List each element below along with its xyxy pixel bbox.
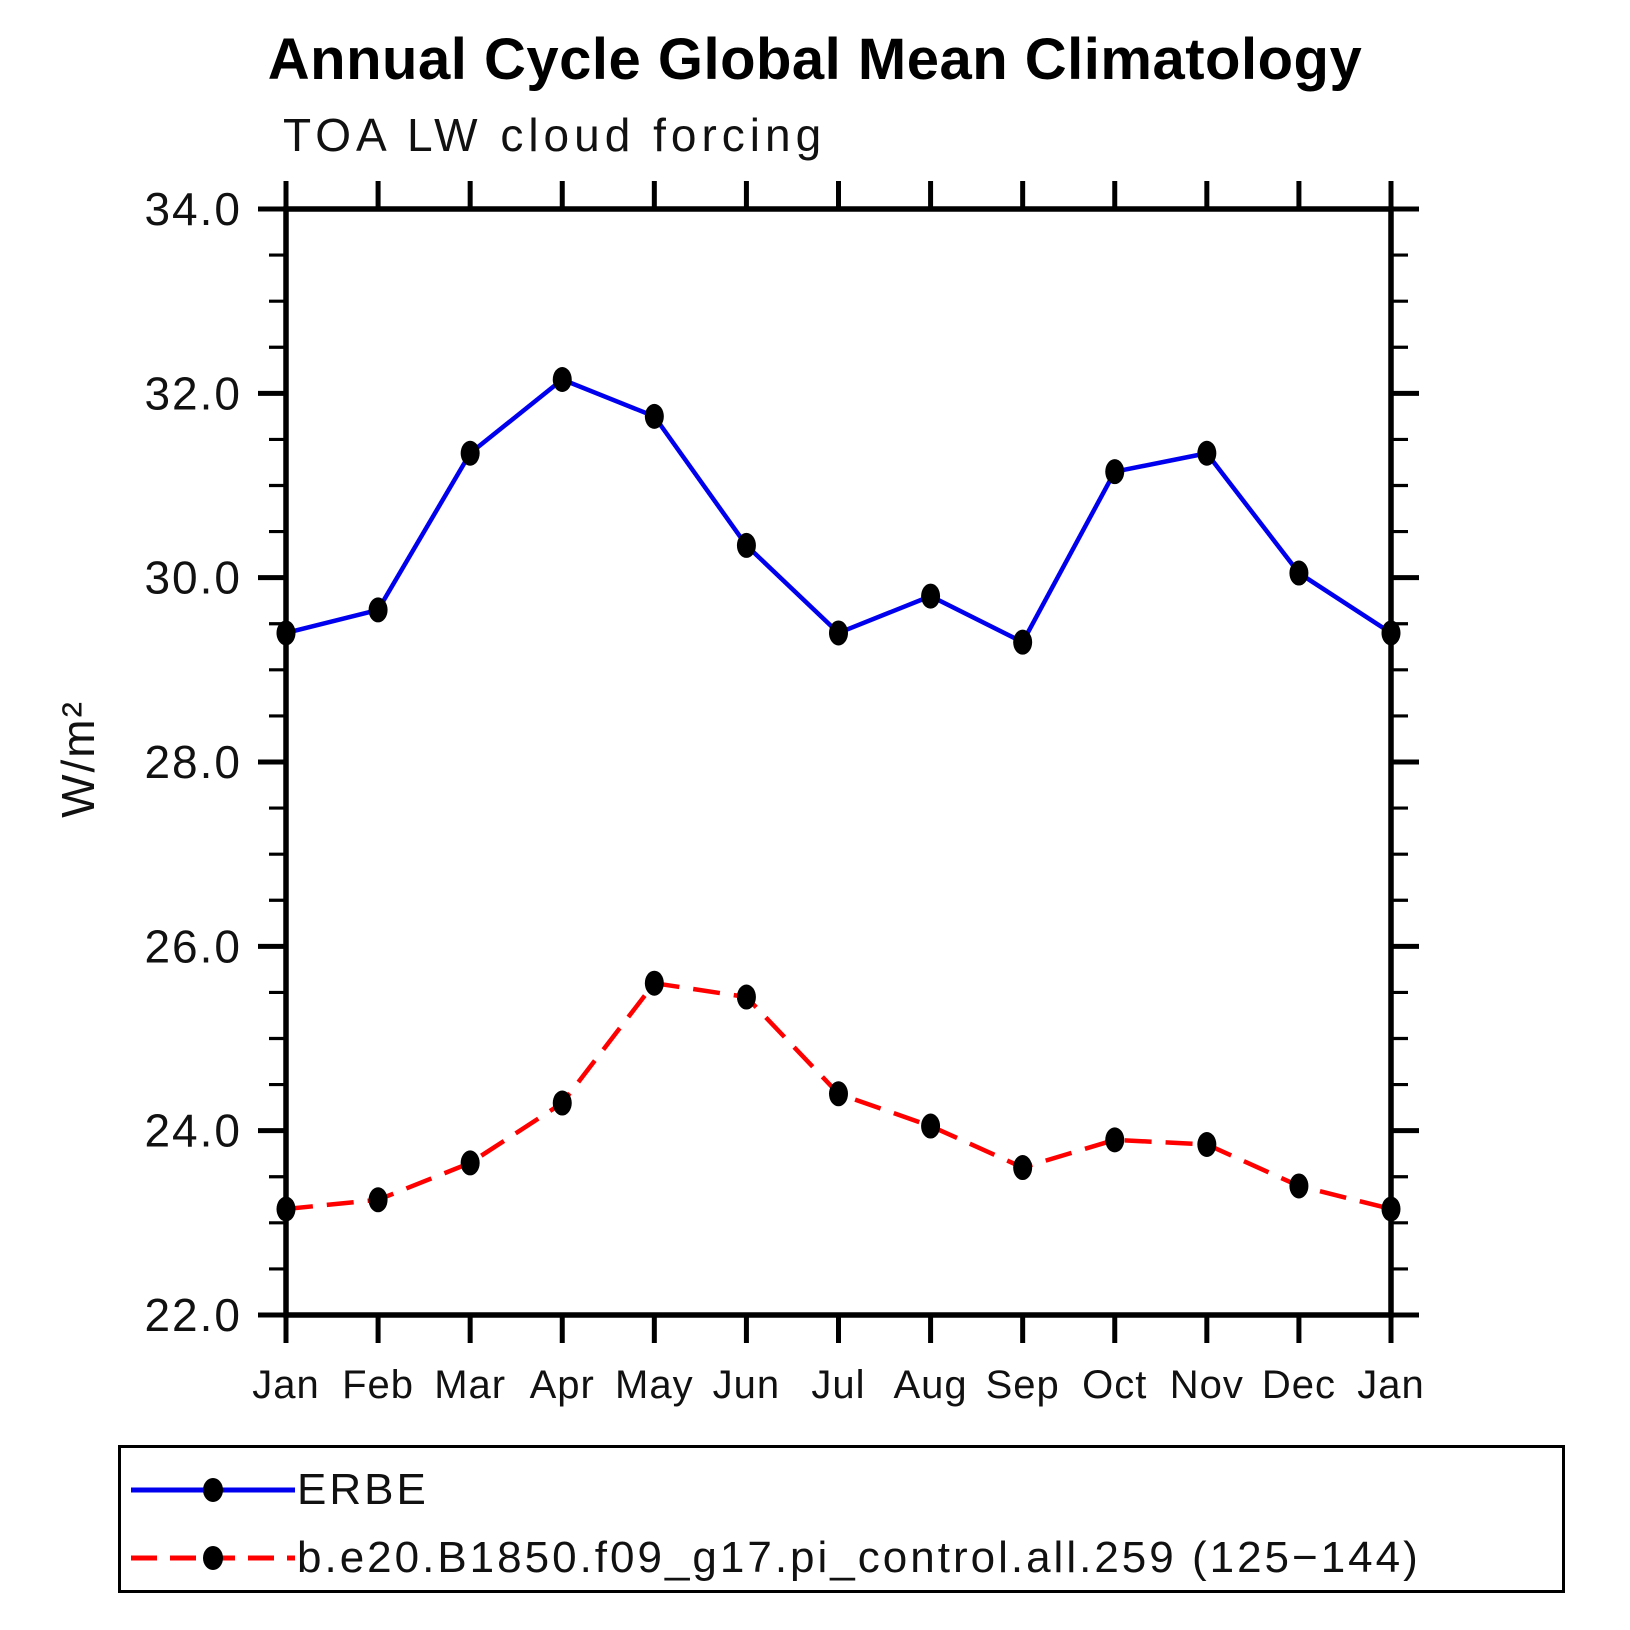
y-tick-label: 30.0 <box>144 552 242 604</box>
series-line-erbe <box>285 377 1393 645</box>
data-point-model-mar <box>460 1150 480 1176</box>
data-point-model-jan <box>276 1196 296 1222</box>
x-tick-label: Apr <box>530 1363 595 1407</box>
legend-entry-erbe: ERBE <box>129 1460 429 1520</box>
data-point-model-feb <box>368 1187 388 1213</box>
legend-entry-model: b.e20.B1850.f09_g17.pi_control.all.259 (… <box>129 1528 1421 1588</box>
data-point-model-jan2 <box>1381 1196 1401 1222</box>
legend-marker-dot <box>203 1478 223 1502</box>
x-tick-label: Jan <box>1357 1363 1425 1407</box>
data-point-erbe-may <box>644 403 664 429</box>
x-tick-label: Jul <box>811 1363 865 1407</box>
x-tick-label: Aug <box>893 1363 967 1407</box>
data-point-erbe-aug <box>921 583 941 609</box>
data-point-erbe-dec <box>1289 560 1309 586</box>
x-tick-label: May <box>615 1363 694 1407</box>
x-tick-label: Mar <box>434 1363 506 1407</box>
x-tick-label: Feb <box>342 1363 414 1407</box>
y-tick-label: 22.0 <box>144 1289 242 1341</box>
data-point-model-jul <box>829 1081 848 1107</box>
x-tick-label: Dec <box>1262 1363 1336 1407</box>
data-point-model-dec <box>1289 1173 1309 1199</box>
legend-label: b.e20.B1850.f09_g17.pi_control.all.259 (… <box>297 1533 1421 1582</box>
x-tick-label: Oct <box>1082 1363 1147 1407</box>
plot-frame <box>283 206 1394 1318</box>
data-point-erbe-jan <box>276 620 296 646</box>
y-tick-label: 26.0 <box>144 920 242 972</box>
data-point-model-jun <box>736 984 756 1010</box>
data-point-model-sep <box>1013 1155 1033 1181</box>
x-tick-label: Nov <box>1170 1363 1244 1407</box>
data-point-model-aug <box>921 1113 941 1139</box>
legend-label: ERBE <box>297 1465 429 1514</box>
chart-title: Annual Cycle Global Mean Climatology <box>267 27 1363 92</box>
data-point-model-nov <box>1197 1131 1217 1157</box>
legend-box: ERBE b.e20.B1850.f09_g17.pi_control.all.2… <box>118 1445 1565 1593</box>
y-tick-label: 34.0 <box>144 183 242 235</box>
data-point-erbe-apr <box>552 367 572 393</box>
x-tick-label: Jun <box>713 1363 781 1407</box>
data-point-erbe-feb <box>368 597 388 623</box>
data-point-model-apr <box>552 1090 572 1116</box>
data-point-erbe-oct <box>1105 459 1125 485</box>
data-point-erbe-jun <box>736 532 756 558</box>
legend-marker-dot <box>203 1546 223 1570</box>
legend-line-sample <box>131 1478 295 1502</box>
data-point-erbe-jul <box>829 620 848 646</box>
chart-subtitle: TOA LW cloud forcing <box>283 109 827 161</box>
data-point-erbe-nov <box>1197 440 1217 466</box>
x-tick-label: Sep <box>986 1363 1060 1407</box>
data-point-erbe-mar <box>460 440 480 466</box>
data-point-erbe-sep <box>1013 629 1033 655</box>
y-tick-label: 24.0 <box>144 1105 242 1157</box>
y-tick-label: 32.0 <box>144 367 242 419</box>
data-point-model-may <box>644 970 664 996</box>
y-tick-label: 28.0 <box>144 736 242 788</box>
data-point-erbe-jan2 <box>1381 620 1401 646</box>
data-point-model-oct <box>1105 1127 1125 1153</box>
x-tick-label: Jan <box>252 1363 320 1407</box>
legend-line-sample <box>131 1546 295 1570</box>
